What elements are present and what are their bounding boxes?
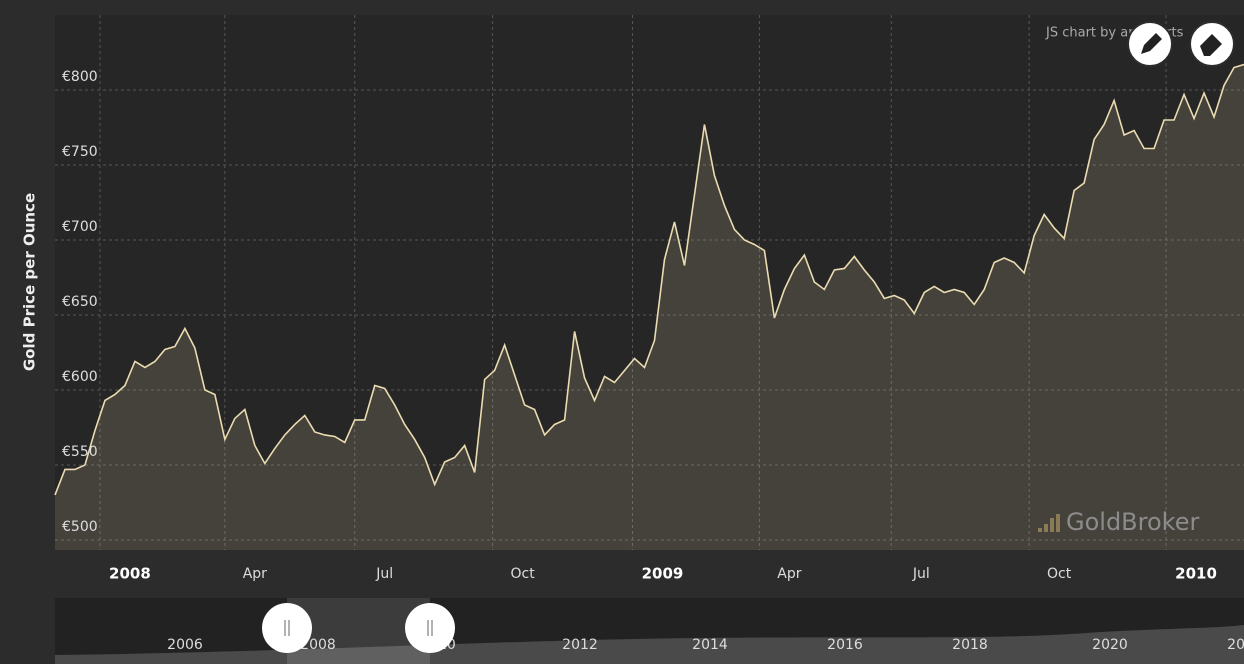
x-tick-label: Oct <box>1047 566 1072 582</box>
plot-area <box>55 15 1244 550</box>
navigator-label: 2006 <box>167 637 203 653</box>
navigator-label: 2018 <box>952 637 988 653</box>
navigator-label: 2022 <box>1227 637 1244 653</box>
pencil-button[interactable] <box>1127 21 1173 67</box>
watermark-icon <box>1038 514 1060 532</box>
y-tick-label: €500 <box>62 519 98 535</box>
y-axis-title: Gold Price per Ounce <box>21 193 39 371</box>
watermark: GoldBroker <box>1066 508 1199 536</box>
navigator-label: 2012 <box>562 637 598 653</box>
y-tick-label: €550 <box>62 444 98 460</box>
navigator-label: 2016 <box>827 637 863 653</box>
navigator-grip-left[interactable] <box>262 603 312 653</box>
area <box>55 64 1244 551</box>
x-tick-label: Jul <box>375 566 393 582</box>
y-tick-label: €600 <box>62 369 98 385</box>
y-tick-label: €750 <box>62 144 98 160</box>
line <box>54 63 1244 496</box>
x-tick-label: 2010 <box>1175 565 1217 583</box>
x-tick-label: Apr <box>777 566 801 582</box>
navigator-label: 2008 <box>300 637 336 653</box>
x-tick-label: 2009 <box>642 565 684 583</box>
y-tick-label: €800 <box>62 69 98 85</box>
navigator-label: 2020 <box>1092 637 1128 653</box>
x-tick-label: Jul <box>912 566 930 582</box>
eraser-button[interactable] <box>1189 21 1235 67</box>
y-tick-label: €650 <box>62 294 98 310</box>
y-tick-label: €700 <box>62 219 98 235</box>
grid <box>55 15 1244 550</box>
x-tick-label: Apr <box>243 566 267 582</box>
navigator-label: 2014 <box>692 637 728 653</box>
x-tick-label: Oct <box>510 566 535 582</box>
navigator-area <box>55 625 1244 664</box>
navigator-grip-right[interactable] <box>405 603 455 653</box>
plot <box>54 63 1244 551</box>
x-tick-label: 2008 <box>109 565 151 583</box>
